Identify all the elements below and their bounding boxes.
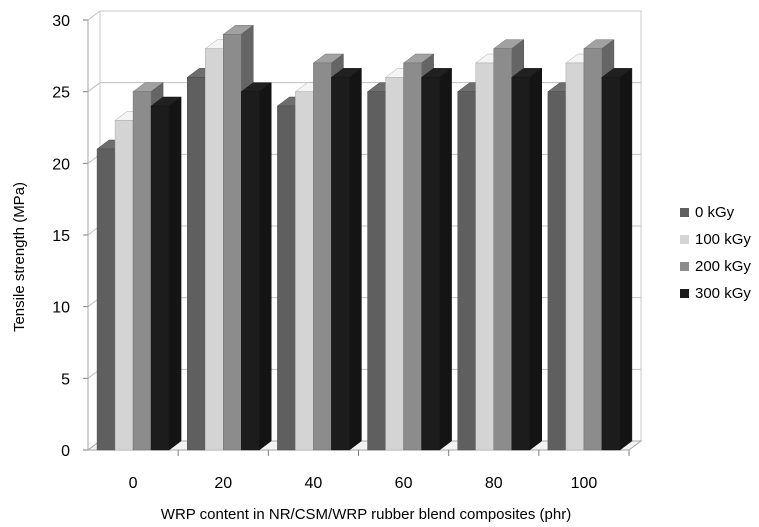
x-tick-label: 40 — [305, 475, 323, 492]
x-tick-label: 80 — [485, 475, 503, 492]
y-tick-label: 15 — [52, 228, 70, 245]
x-tick-label: 20 — [214, 475, 232, 492]
bar — [240, 82, 272, 451]
bar — [601, 67, 633, 451]
y-tick-label: 20 — [52, 156, 70, 173]
y-tick-label: 25 — [52, 85, 70, 102]
legend-swatch — [680, 235, 689, 244]
gridline — [87, 10, 641, 21]
legend-item: 100 kGy — [680, 231, 751, 248]
y-tick-label: 5 — [61, 371, 70, 388]
legend-item: 0 kGy — [680, 204, 735, 221]
legend-label: 200 kGy — [695, 258, 751, 275]
y-tick-labels: 0 5 10 15 20 25 30 — [52, 13, 70, 460]
legend: 0 kGy 100 kGy 200 kGy 300 kGy — [680, 204, 751, 302]
x-tick-labels: 0 20 40 60 80 100 — [129, 475, 598, 492]
x-tick-label: 60 — [395, 475, 413, 492]
bar — [420, 67, 453, 451]
y-tick-label: 10 — [52, 300, 70, 317]
legend-item: 200 kGy — [680, 258, 751, 275]
legend-label: 300 kGy — [695, 285, 751, 302]
bars — [96, 24, 633, 451]
legend-label: 0 kGy — [695, 204, 735, 221]
bar — [150, 96, 182, 451]
x-tick-label: 0 — [129, 475, 138, 492]
y-tick-label: 0 — [61, 443, 70, 460]
y-tick-label: 30 — [52, 13, 70, 30]
legend-swatch — [680, 289, 689, 298]
legend-swatch — [680, 262, 689, 271]
y-axis-title: Tensile strength (MPa) — [11, 182, 28, 332]
bar — [511, 67, 543, 451]
legend-swatch — [680, 208, 689, 217]
bar — [330, 67, 363, 451]
x-axis-title: WRP content in NR/CSM/WRP rubber blend c… — [161, 506, 571, 523]
legend-item: 300 kGy — [680, 285, 751, 302]
legend-label: 100 kGy — [695, 231, 751, 248]
x-tick-label: 100 — [571, 475, 598, 492]
